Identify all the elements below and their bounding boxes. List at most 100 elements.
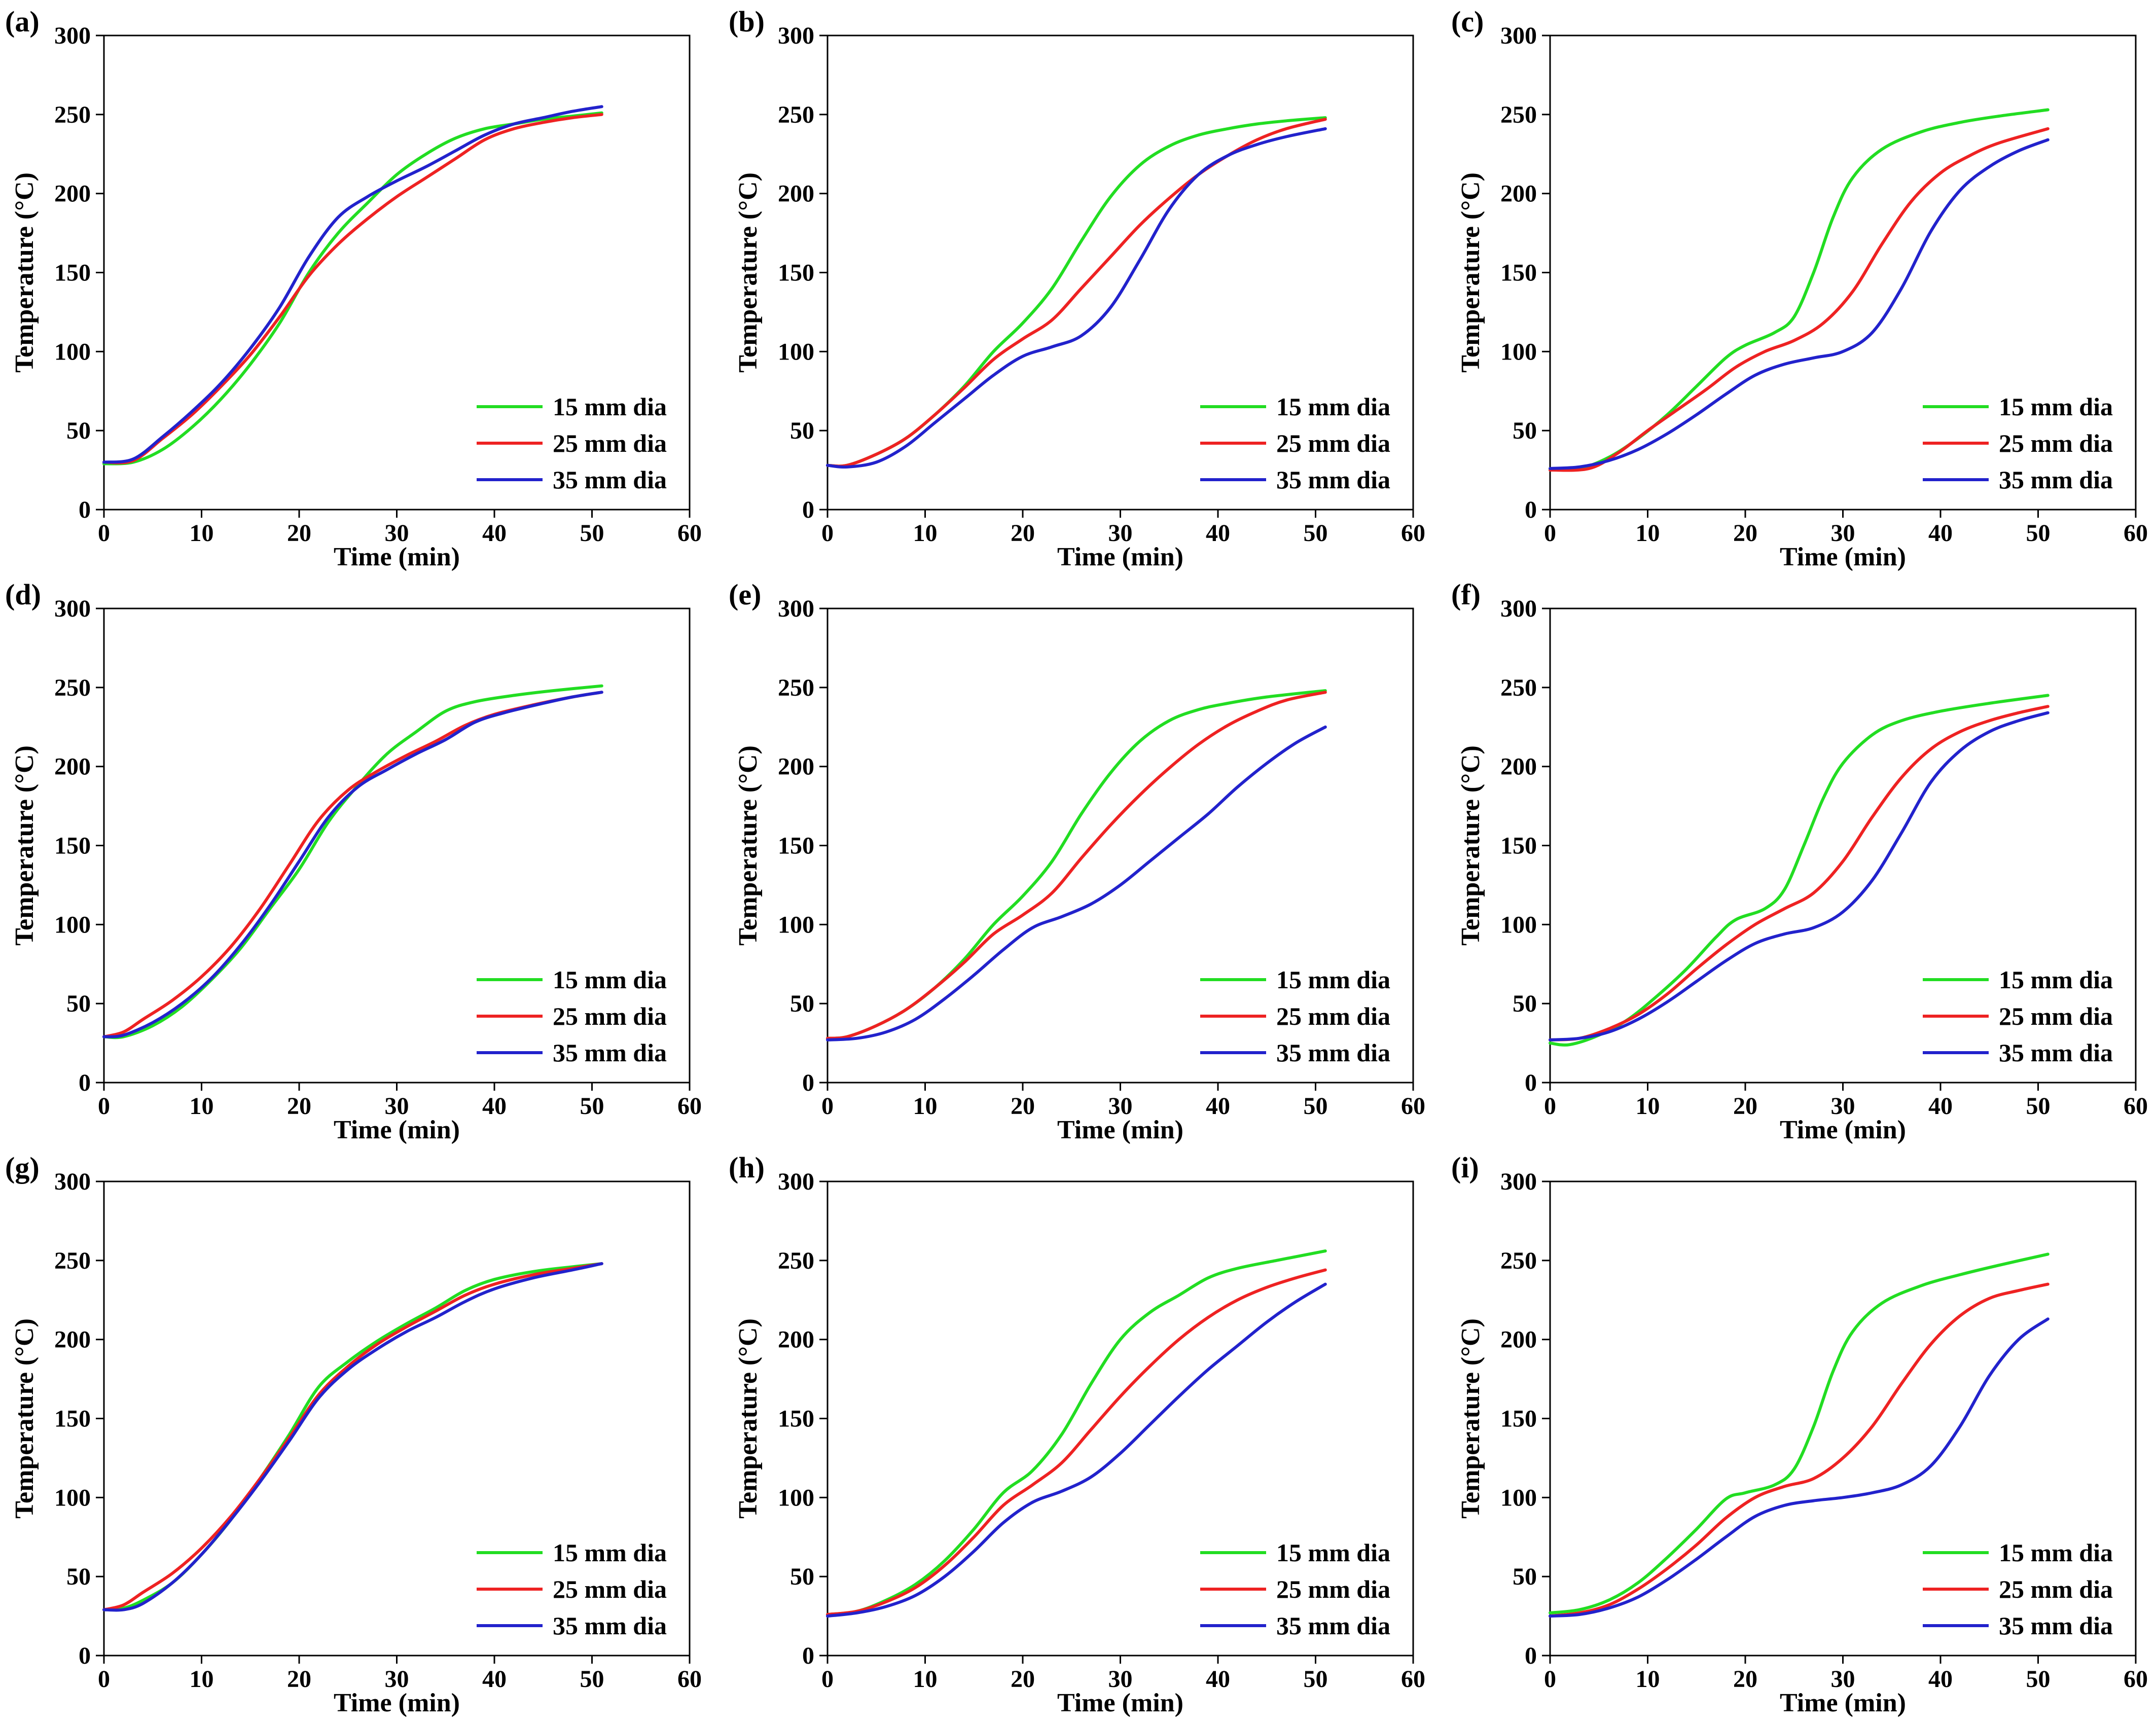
series-line bbox=[102, 113, 603, 464]
y-tick-label: 300 bbox=[54, 595, 91, 622]
x-tick-label: 60 bbox=[677, 1666, 702, 1693]
x-tick-label: 0 bbox=[1544, 520, 1556, 547]
series-line bbox=[826, 118, 1327, 468]
y-tick-label: 300 bbox=[1500, 22, 1537, 49]
series-line bbox=[102, 691, 603, 1038]
y-axis-title: Temperature (°C) bbox=[734, 745, 763, 946]
x-tick-label: 30 bbox=[1108, 520, 1133, 547]
x-tick-label: 10 bbox=[1636, 1666, 1660, 1693]
legend-label: 25 mm dia bbox=[1999, 1002, 2113, 1030]
y-axis-title: Temperature (°C) bbox=[10, 745, 39, 946]
chart-panel: (d) 0 10 20 30 40 50 60 0 50 100 150 200 250 300 Time (… bbox=[5, 578, 702, 1144]
y-axis-title: Temperature (°C) bbox=[1456, 745, 1485, 946]
series-line bbox=[102, 1262, 603, 1611]
legend-label: 35 mm dia bbox=[1999, 1038, 2113, 1067]
series-line bbox=[1549, 711, 2050, 1042]
x-tick-label: 10 bbox=[913, 520, 938, 547]
y-tick-label: 250 bbox=[54, 1247, 91, 1274]
x-tick-label: 20 bbox=[1011, 1093, 1035, 1120]
x-tick-label: 60 bbox=[1401, 520, 1425, 547]
y-tick-label: 250 bbox=[54, 674, 91, 701]
series-line bbox=[102, 691, 603, 1038]
legend-label: 35 mm dia bbox=[553, 1611, 667, 1640]
x-tick-label: 60 bbox=[1401, 1666, 1425, 1693]
x-tick-label: 60 bbox=[677, 520, 702, 547]
legend-label: 35 mm dia bbox=[1999, 465, 2113, 494]
y-tick-label: 50 bbox=[66, 990, 91, 1017]
chart-panel: (h) 0 10 20 30 40 50 60 0 50 100 150 200 250 300 Time (… bbox=[729, 1151, 1425, 1717]
series-line bbox=[826, 1282, 1327, 1618]
x-tick-label: 40 bbox=[482, 520, 507, 547]
x-tick-label: 50 bbox=[580, 1666, 604, 1693]
legend-label: 15 mm dia bbox=[1999, 392, 2113, 421]
legend-label: 35 mm dia bbox=[1276, 465, 1390, 494]
series-line bbox=[1549, 127, 2050, 472]
x-tick-label: 50 bbox=[2026, 520, 2051, 547]
x-tick-label: 40 bbox=[1928, 1666, 1953, 1693]
legend-label: 35 mm dia bbox=[1276, 1038, 1390, 1067]
chart-panel: (f) 0 10 20 30 40 50 60 0 50 100 150 200 250 300 Time (… bbox=[1451, 578, 2148, 1144]
y-tick-label: 200 bbox=[1500, 1326, 1537, 1353]
panel-label: (c) bbox=[1451, 5, 1484, 38]
y-axis-title: Temperature (°C) bbox=[734, 1318, 763, 1519]
x-tick-label: 40 bbox=[1206, 1093, 1230, 1120]
x-tick-label: 30 bbox=[1831, 520, 1855, 547]
x-tick-label: 10 bbox=[913, 1666, 938, 1693]
x-axis-title: Time (min) bbox=[1057, 1689, 1183, 1717]
y-tick-label: 150 bbox=[54, 1406, 91, 1432]
panel-label: (f) bbox=[1451, 578, 1481, 611]
y-tick-label: 0 bbox=[802, 496, 814, 523]
chart-panel: (b) 0 10 20 30 40 50 60 0 50 100 150 200 250 300 Time (… bbox=[729, 5, 1425, 571]
x-tick-label: 40 bbox=[1206, 520, 1230, 547]
y-tick-label: 100 bbox=[54, 338, 91, 365]
x-tick-label: 20 bbox=[1011, 1666, 1035, 1693]
y-tick-label: 150 bbox=[778, 260, 814, 286]
y-tick-label: 150 bbox=[54, 260, 91, 286]
panel-label: (i) bbox=[1451, 1151, 1479, 1184]
panel-label: (g) bbox=[5, 1151, 40, 1184]
x-tick-label: 30 bbox=[385, 1666, 409, 1693]
legend-label: 15 mm dia bbox=[1999, 1538, 2113, 1567]
legend-label: 35 mm dia bbox=[1276, 1611, 1390, 1640]
y-tick-label: 300 bbox=[54, 22, 91, 49]
y-tick-label: 0 bbox=[802, 1069, 814, 1096]
y-tick-label: 300 bbox=[778, 595, 814, 622]
x-tick-label: 0 bbox=[98, 1666, 110, 1693]
y-tick-label: 250 bbox=[1500, 101, 1537, 128]
x-tick-label: 20 bbox=[287, 520, 311, 547]
x-tick-label: 60 bbox=[2124, 520, 2148, 547]
series-line bbox=[1549, 705, 2050, 1042]
y-tick-label: 100 bbox=[54, 911, 91, 938]
y-tick-label: 150 bbox=[1500, 1406, 1537, 1432]
x-axis-title: Time (min) bbox=[1057, 1116, 1183, 1144]
y-tick-label: 100 bbox=[778, 911, 814, 938]
x-tick-label: 20 bbox=[287, 1666, 311, 1693]
y-tick-label: 150 bbox=[1500, 833, 1537, 859]
x-axis-title: Time (min) bbox=[1780, 1689, 1906, 1717]
y-tick-label: 300 bbox=[54, 1168, 91, 1195]
x-tick-label: 0 bbox=[1544, 1666, 1556, 1693]
y-tick-label: 200 bbox=[1500, 753, 1537, 780]
legend-label: 25 mm dia bbox=[1276, 429, 1390, 457]
x-tick-label: 10 bbox=[190, 1093, 214, 1120]
legend-label: 25 mm dia bbox=[1276, 1575, 1390, 1603]
chart-panel: (g) 0 10 20 30 40 50 60 0 50 100 150 200 250 300 Time (… bbox=[5, 1151, 702, 1717]
x-axis-title: Time (min) bbox=[334, 543, 460, 571]
y-tick-label: 0 bbox=[802, 1642, 814, 1669]
x-tick-label: 0 bbox=[1544, 1093, 1556, 1120]
series-line bbox=[1549, 108, 2050, 471]
series-line bbox=[826, 1268, 1327, 1616]
y-tick-label: 200 bbox=[54, 1326, 91, 1353]
legend-label: 25 mm dia bbox=[553, 429, 667, 457]
y-tick-label: 50 bbox=[790, 417, 814, 444]
x-axis-title: Time (min) bbox=[1780, 1116, 1906, 1144]
y-tick-label: 250 bbox=[778, 1247, 814, 1274]
series-line bbox=[1549, 1317, 2050, 1618]
legend-label: 35 mm dia bbox=[553, 465, 667, 494]
y-tick-label: 200 bbox=[778, 1326, 814, 1353]
y-tick-label: 50 bbox=[1513, 1563, 1537, 1590]
y-tick-label: 250 bbox=[54, 101, 91, 128]
legend-label: 15 mm dia bbox=[553, 392, 667, 421]
legend-label: 15 mm dia bbox=[1276, 965, 1390, 994]
